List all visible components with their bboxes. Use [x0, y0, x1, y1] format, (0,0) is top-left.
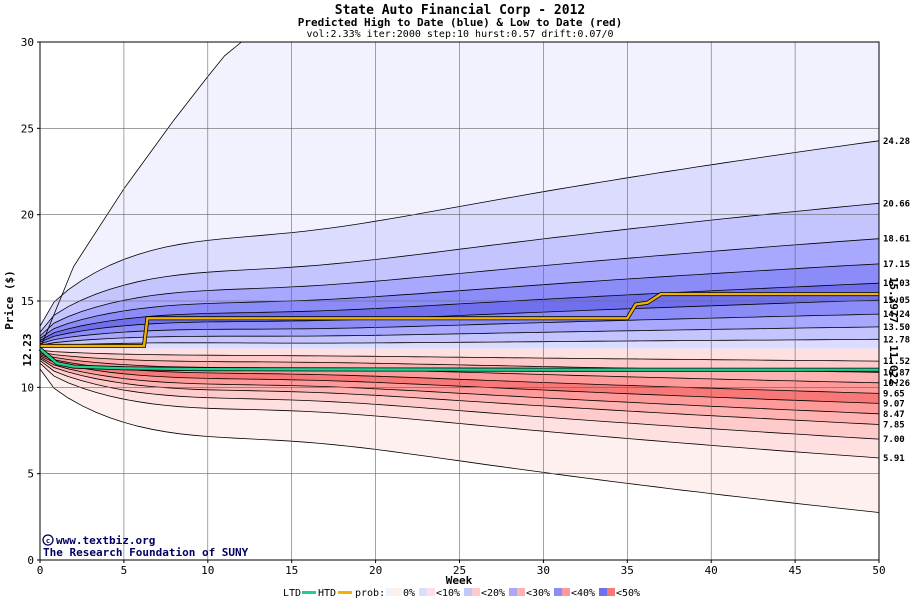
copyright-icon	[42, 534, 54, 546]
chart-title: State Auto Financial Corp - 2012	[335, 3, 585, 18]
right-value-label: 9.65	[883, 389, 905, 399]
start-price-label: 12.23	[21, 333, 34, 366]
right-value-label: 7.00	[883, 435, 905, 445]
legend-swatch-low	[472, 588, 480, 596]
legend-prob-label: 0%	[403, 588, 415, 599]
low-band	[40, 360, 879, 458]
right-value-label: 17.15	[883, 260, 910, 270]
right-value-label: 9.07	[883, 399, 905, 409]
right-value-labels: 24.28 20.66 18.61 17.15 16.03 15.05 14.24 13.50…	[883, 137, 911, 464]
legend-prob-label: <40%	[571, 588, 595, 599]
legend-swatch-high	[386, 588, 394, 596]
low-band	[40, 358, 879, 440]
low-band	[40, 354, 879, 404]
x-tick-label: 35	[621, 564, 634, 577]
right-value-label: 24.28	[883, 137, 910, 147]
copyright-c: c	[46, 537, 50, 545]
right-value-label: 12.78	[883, 335, 910, 345]
ltd-line	[39, 347, 879, 371]
legend-prob-label: <50%	[616, 588, 640, 599]
low-band	[40, 357, 879, 425]
credit-url: www.textbiz.org	[56, 534, 155, 547]
x-tick-label: 0	[37, 564, 44, 577]
x-tick-label: 20	[369, 564, 382, 577]
y-tick-label: 30	[21, 36, 34, 49]
right-value-label: 15.05	[883, 296, 910, 306]
legend-prob-label: <20%	[481, 588, 505, 599]
y-tick-label: 25	[21, 122, 34, 135]
legend-ltd-swatch	[302, 591, 316, 594]
y-tick-label: 10	[21, 381, 34, 394]
right-value-label: 20.66	[883, 199, 910, 209]
right-value-label: 5.91	[883, 454, 905, 464]
x-tick-label: 5	[121, 564, 128, 577]
y-tick-label: 15	[21, 295, 34, 308]
y-tick-label: 5	[27, 468, 34, 481]
y-axis-ticks: 0 5 10 15 20 25 30	[21, 36, 40, 567]
htd-line	[40, 292, 879, 348]
x-tick-label: 25	[453, 564, 466, 577]
legend-prob-items: 0% <10% <20% <30% <40% <50%	[386, 588, 640, 599]
legend-swatch-high	[509, 588, 517, 596]
legend-prob-label: <30%	[526, 588, 550, 599]
series-lines	[38, 292, 879, 372]
chart-subtitle: Predicted High to Date (blue) & Low to D…	[298, 16, 623, 29]
legend-ltd-label: LTD	[283, 588, 301, 599]
x-tick-label: 45	[788, 564, 801, 577]
legend-htd-label: HTD	[318, 588, 336, 599]
grid-lines	[40, 42, 879, 560]
right-value-label: 13.50	[883, 323, 910, 333]
x-tick-label: 50	[872, 564, 885, 577]
right-value-label: 7.85	[883, 420, 905, 430]
legend-swatch-low	[517, 588, 525, 596]
x-tick-label: 40	[705, 564, 718, 577]
right-value-label: 18.61	[883, 235, 910, 245]
y-tick-label: 20	[21, 209, 34, 222]
x-tick-label: 15	[285, 564, 298, 577]
credits: c www.textbiz.org The Research Foundatio…	[42, 534, 249, 559]
right-value-label: 8.47	[883, 410, 905, 420]
legend-swatch-low	[562, 588, 570, 596]
ltd-final-label: 11.022	[887, 345, 900, 385]
legend-swatch-low	[427, 588, 435, 596]
legend-swatch-high	[554, 588, 562, 596]
outer-high-line	[39, 41, 242, 349]
legend-swatch-high	[419, 588, 427, 596]
y-axis-label: Price ($)	[3, 270, 16, 330]
right-value-label: 10.87	[883, 368, 910, 378]
y-tick-label: 0	[27, 554, 34, 567]
legend-swatch-low	[394, 588, 402, 596]
legend-htd-swatch	[338, 591, 352, 594]
right-value-label: 16.03	[883, 279, 910, 289]
legend-prob-prefix: prob:	[355, 588, 385, 599]
credit-org: The Research Foundation of SUNY	[43, 546, 249, 559]
right-value-label: 14.24	[883, 310, 911, 320]
legend-swatch-high	[599, 588, 607, 596]
x-tick-label: 30	[537, 564, 550, 577]
htd-final-label: 15.3977	[887, 277, 900, 323]
low-band	[40, 355, 879, 414]
chart-params: vol:2.33% iter:2000 step:10 hurst:0.57 d…	[306, 29, 613, 40]
right-value-label: 11.52	[883, 357, 910, 367]
right-value-label: 10.26	[883, 379, 910, 389]
legend-swatch-high	[464, 588, 472, 596]
legend: LTD HTD prob: 0% <10% <20% <30% <40% <50%	[283, 588, 640, 599]
x-axis-label: Week	[446, 574, 473, 587]
x-tick-label: 10	[201, 564, 214, 577]
legend-swatch-low	[607, 588, 615, 596]
legend-prob-label: <10%	[436, 588, 460, 599]
x-axis-ticks: 0 5 10 15 20 25 30 35 40 45 50	[37, 560, 886, 577]
